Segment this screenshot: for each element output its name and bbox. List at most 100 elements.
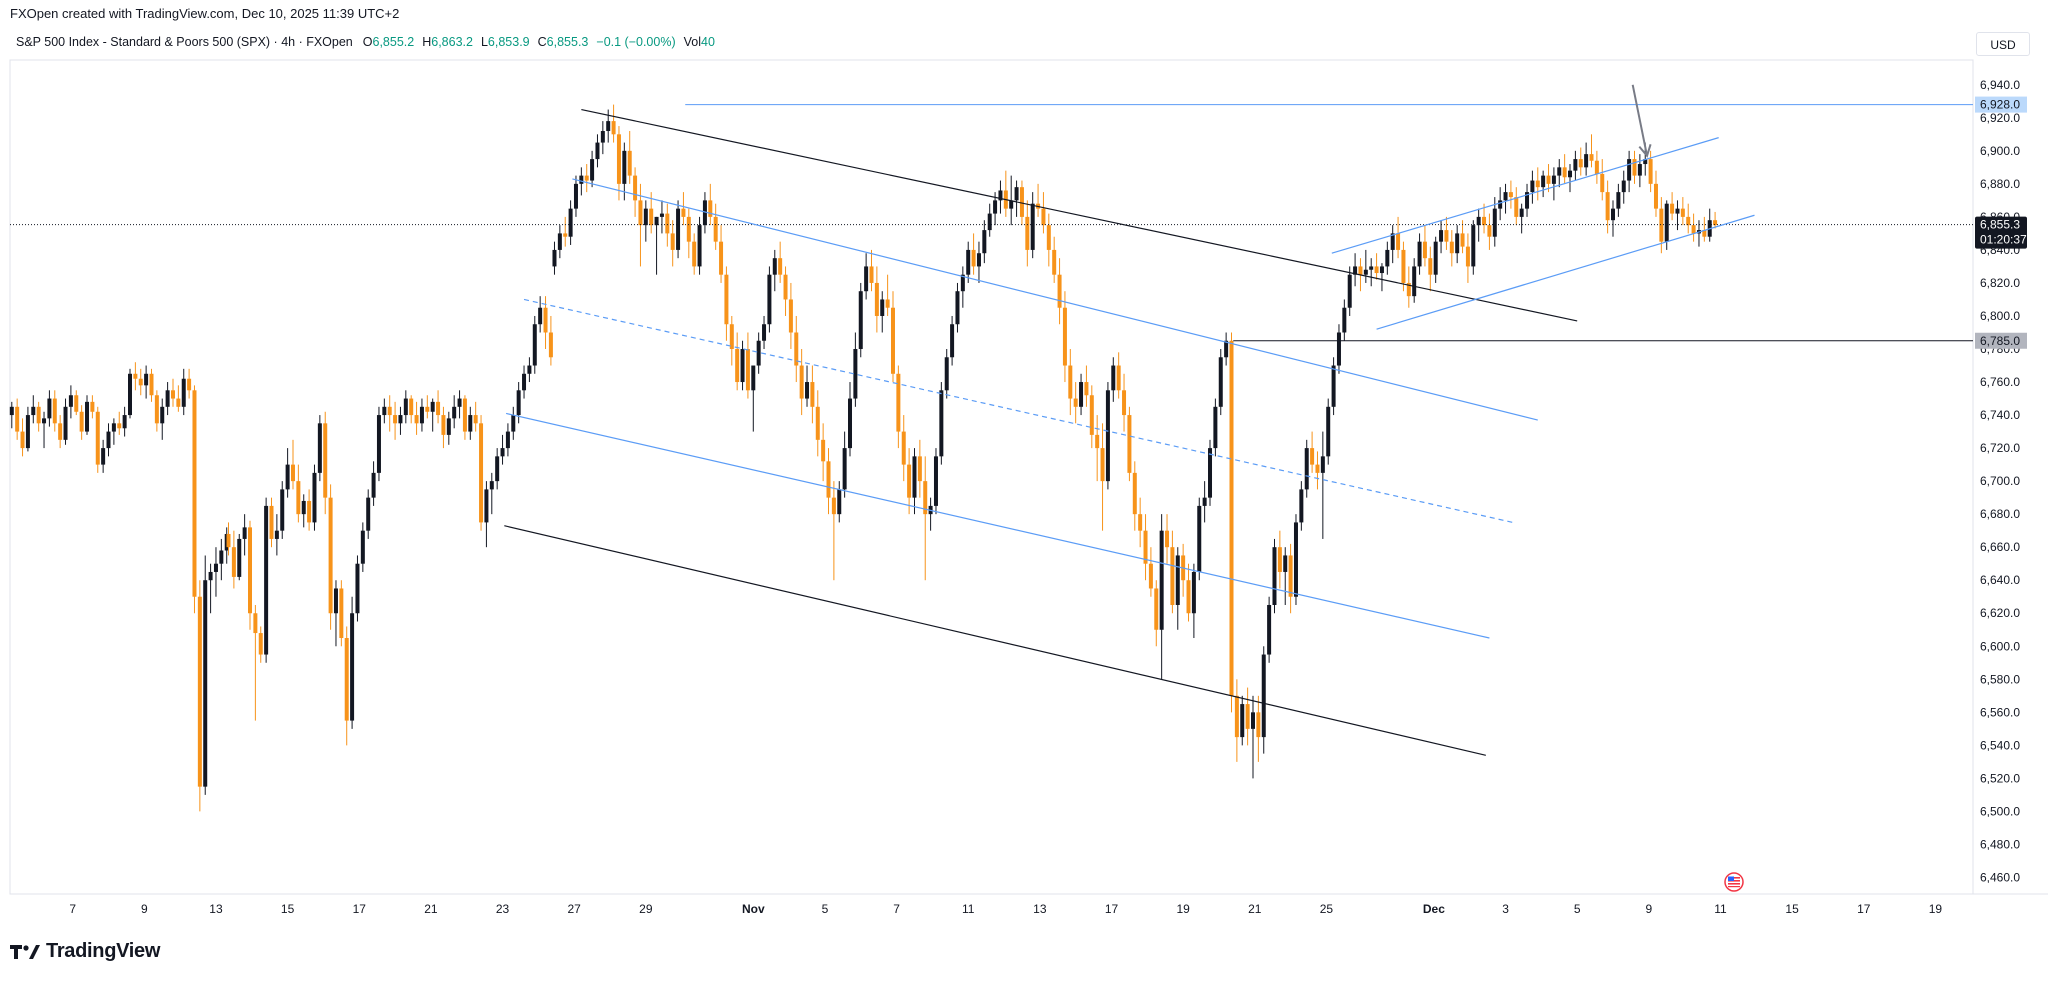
candle-body: [350, 613, 355, 721]
candle-body: [457, 398, 462, 407]
candle-body: [611, 121, 616, 135]
trend-line[interactable]: [504, 525, 1486, 756]
candle-body: [371, 472, 376, 498]
candle-body: [122, 415, 127, 429]
candle-body: [606, 121, 611, 132]
candle-body: [933, 456, 938, 506]
candle-body: [1218, 357, 1223, 407]
arrow-head[interactable]: [1638, 144, 1652, 158]
candle-body: [1170, 547, 1175, 605]
candle-body: [896, 373, 901, 432]
candle-body: [681, 208, 686, 217]
candle-body: [1390, 233, 1395, 250]
x-tick-label: 17: [1105, 902, 1119, 916]
trend-line[interactable]: [1331, 137, 1719, 254]
y-tick-label: 6,720.0: [1980, 441, 2020, 455]
trend-line[interactable]: [523, 298, 1513, 524]
candle-body: [584, 175, 589, 181]
trend-line[interactable]: [505, 412, 1490, 639]
candle-body: [1653, 183, 1658, 209]
candle-body: [966, 249, 971, 275]
candle-body: [659, 213, 664, 217]
y-tick-label: 6,620.0: [1980, 606, 2020, 620]
candle-body: [676, 208, 681, 250]
candle-body: [1046, 225, 1051, 250]
candle-body: [719, 241, 724, 275]
candle-body: [543, 307, 548, 333]
candle-body: [1122, 390, 1127, 416]
symbol-name[interactable]: S&P 500 Index - Standard & Poors 500 (SP…: [16, 35, 353, 49]
candle-body: [1412, 266, 1417, 297]
candle-body: [1068, 365, 1073, 399]
candle-body: [160, 406, 165, 424]
candle-body: [1627, 159, 1632, 181]
candle-body: [419, 406, 424, 424]
candle-body: [1530, 180, 1535, 193]
tradingview-logo[interactable]: TradingView: [10, 940, 160, 963]
x-tick-label: 21: [424, 902, 438, 916]
candle-body: [1240, 704, 1245, 738]
candle-body: [339, 588, 344, 639]
candle-body: [1691, 225, 1696, 234]
x-tick-label: 7: [893, 902, 900, 916]
candle-body: [117, 423, 122, 429]
trend-line[interactable]: [572, 178, 1538, 421]
x-tick-label: 11: [962, 902, 975, 916]
candle-body: [382, 406, 387, 416]
candle-body: [58, 423, 63, 440]
us-flag-icon[interactable]: [1724, 872, 1744, 892]
y-tick-label: 6,660.0: [1980, 540, 2020, 554]
candle-body: [90, 401, 95, 412]
y-tick-label: 6,560.0: [1980, 705, 2020, 719]
trend-line[interactable]: [1376, 214, 1755, 330]
close-label: C: [537, 35, 547, 49]
time-axis[interactable]: 7 9 13 15 17 21 23 27 29 Nov 5 7 11 13 17 19 21 25 Dec 3 5 9 1…: [69, 902, 1942, 916]
candle-body: [144, 373, 149, 386]
candle-body: [165, 390, 170, 407]
candle-body: [842, 448, 847, 490]
trend-line[interactable]: [581, 108, 1578, 322]
candle-body: [702, 200, 707, 226]
drawing-layer[interactable]: [10, 84, 1973, 756]
candle-body: [971, 249, 976, 267]
candle-body: [901, 431, 906, 465]
candle-body: [568, 208, 573, 237]
candle-body: [670, 233, 675, 250]
candle-body: [595, 142, 600, 160]
candle-body: [1374, 266, 1379, 274]
candle-body: [516, 390, 521, 416]
candle-body: [1197, 505, 1202, 572]
candle-body: [452, 406, 457, 419]
arrow-shaft[interactable]: [1631, 84, 1649, 156]
candle-body: [68, 395, 73, 407]
candle-body: [285, 464, 290, 490]
candle-body: [1342, 307, 1347, 333]
candle-body: [495, 456, 500, 482]
candle-body: [248, 527, 253, 614]
candle-body: [101, 448, 106, 465]
candle-body: [912, 456, 917, 498]
candle-body: [436, 401, 441, 416]
currency-button[interactable]: USD: [1976, 32, 2030, 56]
candle-body: [1030, 203, 1035, 250]
candle-body: [1320, 456, 1325, 473]
candle-body: [269, 505, 274, 539]
y-tick-label: 6,580.0: [1980, 672, 2020, 686]
candle-body: [1310, 448, 1315, 465]
candle-body: [869, 266, 874, 283]
open-value: 6,855.2: [372, 35, 415, 49]
candle-body: [1648, 159, 1653, 184]
candle-body: [1492, 208, 1497, 237]
candle-body: [1369, 266, 1374, 270]
candle-body: [1336, 332, 1341, 366]
candle-body: [982, 230, 987, 254]
candle-body: [1095, 434, 1100, 449]
candle-body: [1702, 230, 1707, 237]
candle-body: [1616, 192, 1621, 209]
candle-body: [95, 411, 100, 465]
candle-body: [1148, 563, 1153, 589]
candle-body: [1433, 241, 1438, 275]
candle-body: [1358, 266, 1363, 275]
price-axis[interactable]: 6,460.0 6,480.0 6,500.0 6,520.0 6,540.0 6,560…: [1980, 78, 2020, 885]
